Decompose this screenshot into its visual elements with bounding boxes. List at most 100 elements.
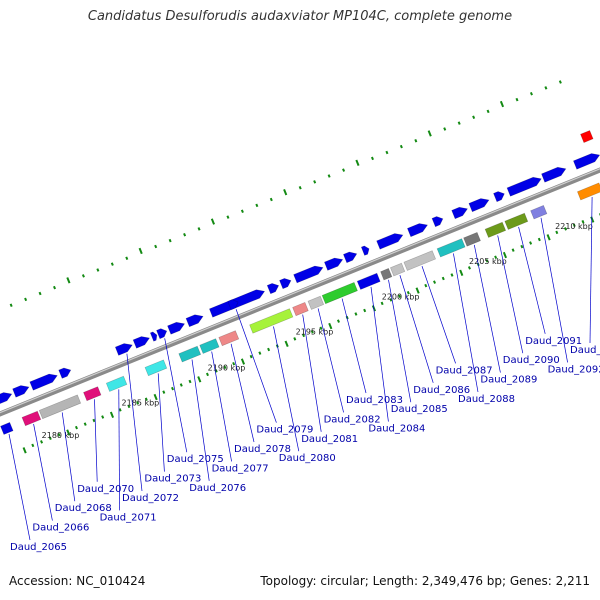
map-title: Candidatus Desulforudis audaxviator MP10… — [87, 9, 513, 24]
gene-feature — [167, 321, 186, 335]
label-leader-line — [302, 314, 322, 432]
gene-feature — [580, 130, 594, 143]
gene-label-daud-2070: Daud_2070 — [77, 484, 134, 495]
outer-tick — [154, 244, 158, 249]
outer-tick — [370, 156, 374, 161]
gene-label-daud-2077: Daud_2077 — [212, 463, 269, 474]
label-leader-line — [589, 196, 593, 344]
inner-tick — [406, 290, 410, 295]
inner-tick — [205, 372, 209, 377]
gene-daud-2066 — [21, 410, 42, 427]
gene-daud-2081 — [292, 302, 309, 317]
inner-tick — [302, 333, 306, 338]
gene-label-daud-2088: Daud_2088 — [458, 394, 515, 405]
inner-tick — [441, 276, 445, 281]
accession-label: Accession: NC_010424 — [9, 574, 146, 588]
outer-tick — [283, 189, 288, 196]
outer-tick — [9, 303, 13, 307]
kbp-label: 2200 kbp — [382, 293, 420, 302]
outer-tick — [298, 185, 302, 190]
inner-tick — [101, 415, 105, 419]
gene-label-daud-2082: Daud_2082 — [324, 414, 381, 425]
inner-tick — [310, 330, 314, 334]
inner-tick — [398, 294, 402, 299]
label-leader-line — [8, 433, 31, 541]
inner-tick — [66, 429, 71, 436]
inner-tick — [223, 365, 227, 370]
gene-feature — [343, 251, 358, 264]
inner-tick — [564, 227, 568, 231]
label-leader-line — [94, 399, 98, 482]
inner-tick — [415, 287, 420, 294]
gene-label-daud-2068: Daud_2068 — [55, 503, 112, 514]
gene-daud-2077 — [199, 338, 220, 354]
inner-tick — [555, 230, 559, 235]
kbp-labels: 2180 kbp 2185 kbp 2190 kbp 2195 kbp 2200 kbp… — [42, 222, 593, 440]
gene-feature — [58, 367, 72, 379]
outer-tick — [544, 86, 548, 90]
outer-tick — [342, 168, 346, 172]
gene-feature — [360, 245, 370, 256]
gene-daud-2080 — [249, 308, 294, 334]
inner-tick — [389, 298, 393, 302]
gene-label-daud-2065: Daud_2065 — [10, 542, 67, 553]
kbp-label: 2210 kbp — [555, 222, 593, 231]
gene-label-daud-2085: Daud_2085 — [391, 404, 448, 415]
outer-tick — [355, 159, 360, 166]
gene-daud-2078 — [218, 330, 240, 347]
inner-tick — [328, 322, 333, 330]
genome-summary: Topology: circular; Length: 2,349,476 bp… — [260, 574, 590, 588]
gene-feature — [493, 191, 505, 203]
inner-tick — [240, 358, 246, 365]
gene-daud-2075 — [156, 328, 168, 340]
label-leader-line — [497, 235, 524, 354]
outer-tick — [269, 197, 273, 202]
inner-tick — [319, 326, 323, 331]
label-leader-line — [421, 265, 456, 364]
outer-tick — [197, 227, 201, 231]
inner-tick — [537, 237, 541, 242]
inner-tick — [267, 347, 271, 352]
gene-daud-2065 — [0, 422, 14, 435]
gene-daud-2086 — [390, 262, 406, 277]
gene-label-daud-2084: Daud_2084 — [368, 424, 425, 435]
gene-feature — [451, 206, 469, 220]
inner-tick — [258, 351, 262, 355]
gene-label-daud-2087: Daud_2087 — [436, 365, 493, 376]
gene-daud-2070 — [83, 386, 102, 402]
gene-feature — [12, 385, 30, 398]
backbone-line — [0, 167, 600, 417]
gene-feature — [293, 265, 324, 284]
gene-feature — [376, 233, 404, 250]
inner-tick — [450, 273, 454, 277]
inner-tick — [520, 244, 524, 249]
gene-daud-2082 — [307, 295, 325, 310]
gene-feature — [541, 166, 567, 183]
inner-tick — [232, 361, 236, 366]
backbone-highlight — [0, 168, 600, 414]
kbp-label: 2180 kbp — [42, 431, 80, 440]
label-leader-line — [157, 373, 165, 472]
gene-label-daud-2092: Daud_2092 — [548, 364, 600, 375]
inner-tick — [179, 383, 183, 387]
outer-tick — [414, 138, 418, 143]
outer-tick — [226, 215, 230, 219]
inner-tick — [197, 376, 202, 383]
outer-tick — [38, 291, 42, 296]
outer-tick — [53, 285, 57, 290]
inner-tick — [433, 280, 437, 284]
inner-tick — [572, 223, 576, 228]
outer-tick — [313, 180, 317, 184]
label-leader-line — [518, 226, 546, 334]
label-leader-line — [341, 298, 367, 394]
label-leader-line — [230, 343, 255, 443]
inner-tick — [171, 386, 175, 391]
inner-tick — [511, 248, 515, 252]
outer-tick — [24, 297, 28, 302]
inner-tick — [581, 219, 585, 224]
label-leader-line — [33, 423, 53, 521]
gene-daud-2072 — [114, 343, 133, 356]
kbp-label: 2205 kbp — [469, 257, 507, 266]
label-leader-line — [118, 389, 120, 511]
